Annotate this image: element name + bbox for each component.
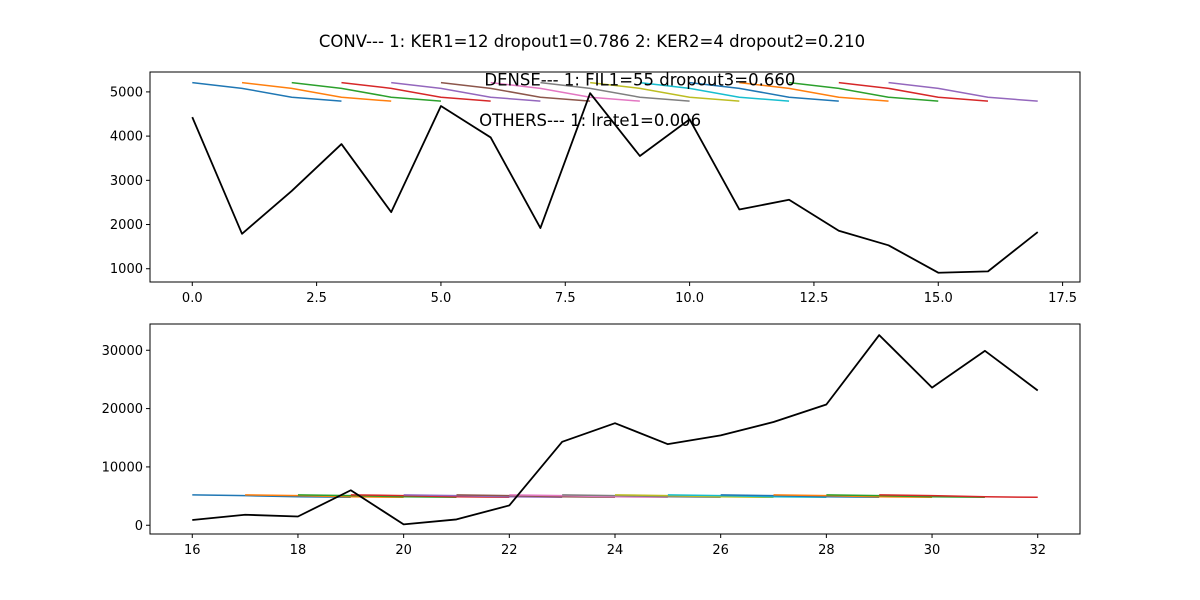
forecast-line [192, 494, 351, 499]
top-panel: 0.0 2.5 5.0 7.5 10.0 12.5 15.0 17.5 1000 2000 3000… [110, 70, 1081, 306]
x-tick-label: 10.0 [675, 291, 704, 306]
x-tick-label: 2.5 [306, 291, 327, 306]
forecast-line [888, 81, 1038, 102]
x-tick-label: 24 [607, 543, 624, 558]
y-tick-label: 5000 [110, 85, 143, 100]
forecast-line [720, 494, 880, 499]
x-tick-label: 18 [290, 543, 307, 558]
forecast-line [440, 81, 591, 102]
x-tick-label: 22 [501, 543, 518, 558]
forecast-line [350, 494, 510, 499]
forecast-line [667, 494, 827, 499]
forecast-line [788, 81, 939, 102]
forecast-line [773, 494, 933, 499]
forecast-line [456, 494, 616, 499]
x-tick-label: 28 [818, 543, 835, 558]
forecast-line [614, 494, 774, 499]
forecast-line [297, 494, 457, 499]
y-tick-label: 30000 [102, 344, 143, 359]
x-tick-label: 30 [924, 543, 941, 558]
x-tick-label: 32 [1029, 543, 1046, 558]
axes-frame [149, 71, 1081, 283]
forecast-line [192, 81, 342, 102]
forecast-line [391, 81, 541, 102]
plot-annotation: OTHERS--- 1: lrate1=0.006 [479, 111, 701, 130]
forecast-line [509, 494, 668, 499]
x-tick-label: 26 [712, 543, 729, 558]
forecast-line [879, 494, 1038, 499]
x-tick-label: 5.0 [431, 291, 452, 306]
y-tick-label: 0 [135, 519, 143, 534]
figure-suptitle: CONV--- 1: KER1=12 dropout1=0.786 2: KER… [319, 32, 865, 51]
forecast-line [291, 81, 441, 102]
y-tick-label: 20000 [102, 402, 143, 417]
y-tick-label: 2000 [110, 218, 143, 233]
y-tick-label: 1000 [110, 262, 143, 277]
x-tick-label: 15.0 [924, 291, 953, 306]
plot-annotation: DENSE--- 1: FIL1=55 dropout3=0.660 [484, 70, 795, 89]
forecast-line [739, 81, 889, 102]
plot-area [150, 72, 1080, 282]
forecast-line [689, 81, 839, 102]
forecast-line [590, 81, 740, 102]
forecast-line [245, 494, 404, 499]
x-tick-label: 16 [184, 543, 201, 558]
y-tick-label: 4000 [110, 130, 143, 145]
forecast-line [562, 494, 721, 499]
plot-area [150, 324, 1080, 534]
bottom-panel: 16 18 20 22 24 26 28 30 32 0 10000 20000 30000 [102, 323, 1081, 558]
x-tick-label: 12.5 [799, 291, 828, 306]
forecast-line [826, 494, 985, 499]
forecast-line [639, 81, 790, 102]
x-tick-label: 7.5 [555, 291, 576, 306]
forecast-line [403, 494, 563, 499]
actual-series-line [192, 334, 1039, 526]
forecast-line [241, 81, 392, 102]
y-tick-label: 3000 [110, 174, 143, 189]
x-tick-label: 0.0 [182, 291, 203, 306]
forecast-line [838, 81, 989, 102]
actual-series-line [191, 92, 1039, 274]
x-tick-label: 20 [395, 543, 412, 558]
x-tick-label: 17.5 [1048, 291, 1077, 306]
forecast-line [540, 81, 690, 102]
y-tick-label: 10000 [102, 460, 143, 475]
forecast-line [341, 81, 491, 102]
forecast-line [490, 81, 640, 102]
